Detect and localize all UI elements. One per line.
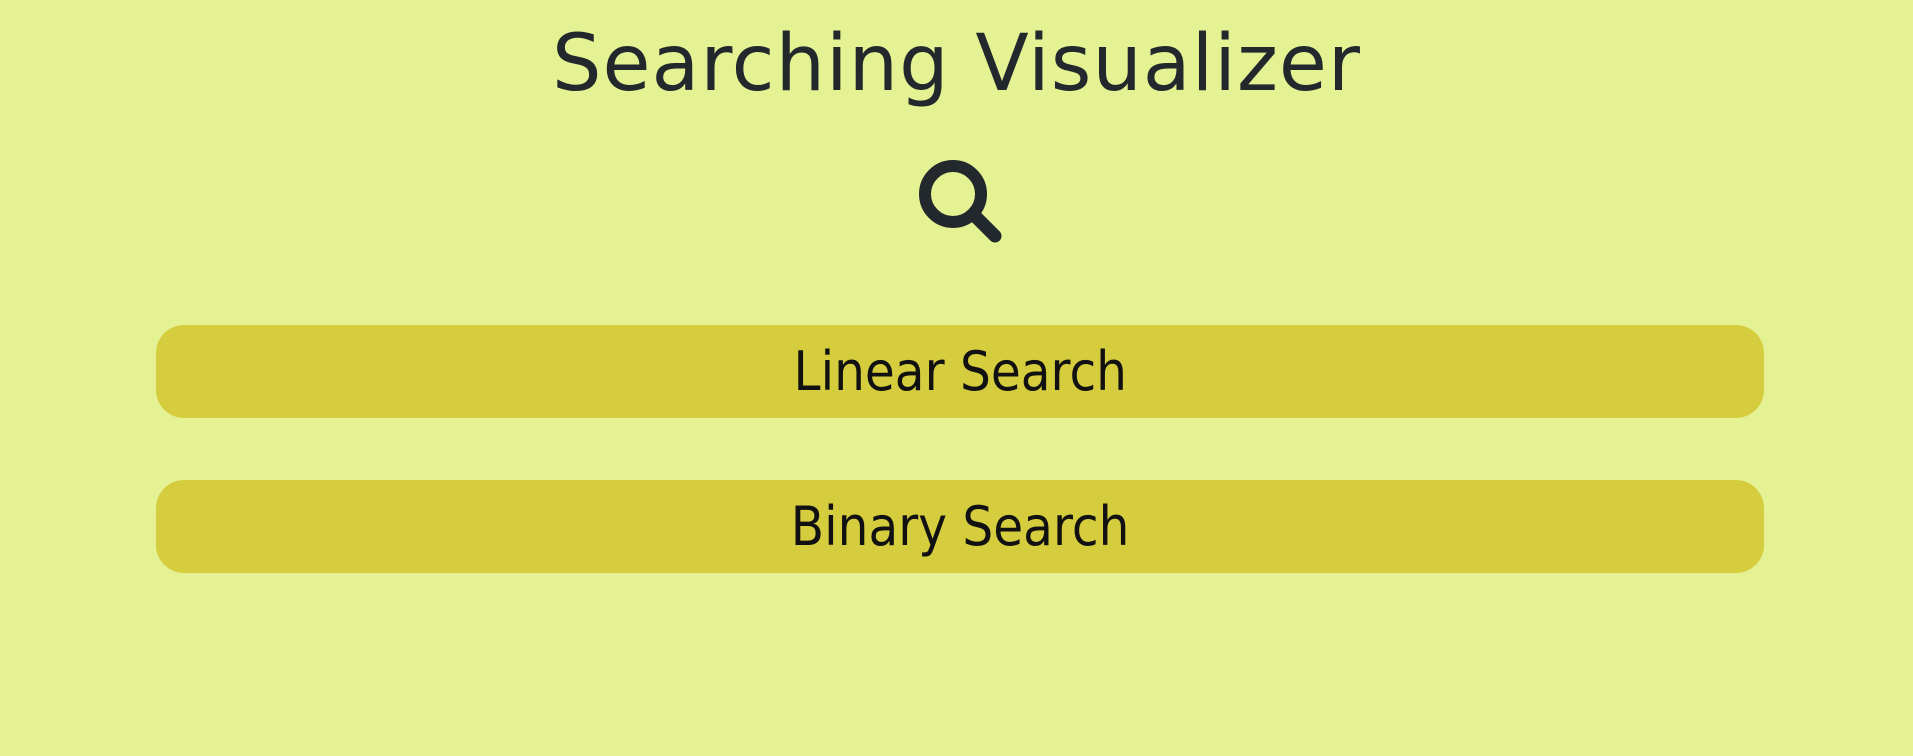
- search-icon: [919, 160, 1002, 243]
- linear-search-label: Linear Search: [793, 339, 1127, 403]
- page-title: Searching Visualizer: [552, 19, 1361, 109]
- linear-search-button[interactable]: Linear Search: [156, 325, 1764, 418]
- binary-search-label: Binary Search: [790, 494, 1130, 558]
- binary-search-button[interactable]: Binary Search: [156, 480, 1764, 573]
